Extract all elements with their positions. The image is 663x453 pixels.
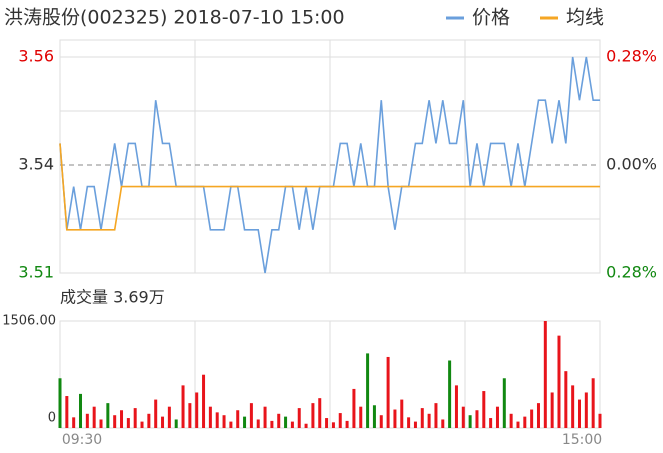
volume-bar xyxy=(311,403,315,428)
volume-bar xyxy=(536,403,540,428)
volume-bar xyxy=(482,391,486,428)
volume-bar xyxy=(516,421,520,428)
volume-bar xyxy=(448,360,452,428)
volume-bar xyxy=(331,422,335,428)
volume-bar xyxy=(161,416,165,428)
x-tick-label: 15:00 xyxy=(562,432,602,448)
volume-bar xyxy=(441,419,445,428)
y2-tick-label: 0.28% xyxy=(606,47,657,66)
volume-bar xyxy=(427,413,431,428)
volume-bar xyxy=(99,419,103,428)
volume-bar xyxy=(550,392,554,428)
volume-bar xyxy=(345,420,349,428)
volume-bar xyxy=(489,418,493,428)
volume-bar xyxy=(174,419,178,428)
volume-bar xyxy=(325,418,329,428)
volume-bar xyxy=(352,388,356,428)
volume-bar xyxy=(277,413,281,428)
volume-bar xyxy=(72,417,76,428)
volume-bar xyxy=(222,415,226,428)
volume-bar xyxy=(468,415,472,428)
volume-bar xyxy=(420,408,424,428)
volume-bar xyxy=(584,392,588,428)
volume-bar xyxy=(263,406,267,428)
volume-bar xyxy=(564,371,568,428)
volume-bar xyxy=(318,398,322,428)
volume-bar xyxy=(434,403,438,428)
x-tick-label: 09:30 xyxy=(62,432,102,448)
volume-bar xyxy=(386,356,390,428)
volume-bar xyxy=(338,413,342,428)
volume-bar xyxy=(154,399,158,428)
volume-bar xyxy=(304,423,308,428)
volume-bar xyxy=(543,321,547,428)
volume-bar xyxy=(598,413,602,428)
volume-bar xyxy=(523,416,527,428)
volume-bar xyxy=(249,403,253,428)
y-tick-label: 3.51 xyxy=(18,263,54,282)
volume-bar xyxy=(509,413,513,428)
volume-bar xyxy=(65,396,69,428)
volume-bar xyxy=(461,406,465,428)
volume-bar xyxy=(202,374,206,428)
y-tick-label: 3.54 xyxy=(18,155,54,174)
volume-bar xyxy=(256,419,260,428)
volume-bar xyxy=(113,415,117,428)
volume-bar xyxy=(140,421,144,428)
volume-bar xyxy=(126,418,130,428)
volume-bar xyxy=(591,378,595,428)
volume-bar xyxy=(106,403,110,428)
volume-bar xyxy=(502,378,506,428)
volume-bar xyxy=(557,335,561,428)
volume-bar xyxy=(181,385,185,428)
volume-tick-label: 0 xyxy=(48,411,56,426)
volume-bar xyxy=(475,410,479,428)
volume-bar xyxy=(58,378,62,428)
volume-bar xyxy=(413,421,417,428)
volume-bar xyxy=(243,416,247,428)
y2-tick-label: 0.28% xyxy=(606,263,657,282)
legend-label: 均线 xyxy=(566,7,604,29)
volume-bar xyxy=(454,385,458,428)
volume-bar xyxy=(236,410,240,428)
volume-bar xyxy=(229,421,233,428)
volume-bar xyxy=(270,420,274,428)
volume-bar xyxy=(366,353,370,428)
chart-title: 洪涛股份(002325) 2018-07-10 15:00 xyxy=(4,7,345,29)
volume-bar xyxy=(372,405,376,428)
y-tick-label: 3.56 xyxy=(18,47,54,66)
volume-tick-label: 1506.00 xyxy=(2,314,56,329)
y2-tick-label: 0.00% xyxy=(606,155,657,174)
volume-bar xyxy=(147,413,151,428)
volume-bar xyxy=(167,406,171,428)
volume-bar xyxy=(393,409,397,428)
volume-bar xyxy=(195,392,199,428)
volume-bar xyxy=(208,406,212,428)
volume-title: 成交量 3.69万 xyxy=(60,288,165,307)
volume-bar xyxy=(495,406,499,428)
volume-bar xyxy=(120,410,124,428)
volume-bar xyxy=(92,406,96,428)
volume-bar xyxy=(407,417,411,428)
volume-bar xyxy=(530,409,534,428)
volume-bar xyxy=(379,415,383,428)
series-line xyxy=(59,143,600,231)
volume-bar xyxy=(297,408,301,428)
volume-bar xyxy=(133,408,137,428)
volume-bar xyxy=(400,399,404,428)
volume-bar xyxy=(571,385,575,428)
legend-label: 价格 xyxy=(472,7,510,29)
volume-bar xyxy=(284,416,288,428)
volume-bar xyxy=(85,413,89,428)
volume-bar xyxy=(290,421,294,428)
volume-bar xyxy=(188,403,192,428)
volume-bar xyxy=(79,393,83,428)
volume-bar xyxy=(577,399,581,428)
volume-bar xyxy=(359,406,363,428)
volume-bar xyxy=(215,412,219,428)
